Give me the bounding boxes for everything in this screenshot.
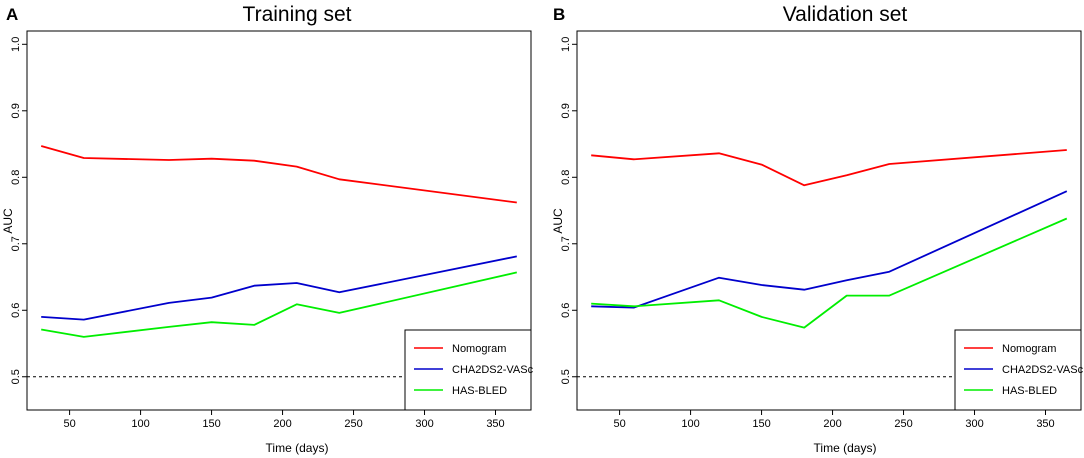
y-tick-label: 0.9: [560, 103, 572, 118]
panel-letter: A: [6, 5, 18, 24]
x-tick-label: 250: [894, 418, 912, 430]
x-tick-label: 150: [202, 418, 220, 430]
x-tick-label: 250: [344, 418, 362, 430]
series-line-has-bled: [41, 271, 518, 338]
y-tick-label: 0.8: [10, 170, 22, 185]
plot-frame: [576, 30, 1082, 411]
y-tick-label: 0.6: [10, 303, 22, 318]
legend-label: Nomogram: [1002, 343, 1056, 355]
y-tick-label: 0.8: [560, 170, 572, 185]
y-tick-label: 0.7: [560, 236, 572, 251]
legend-label: HAS-BLED: [1002, 385, 1057, 397]
legend-label: HAS-BLED: [452, 385, 507, 397]
y-axis-label: AUC: [551, 208, 565, 234]
series-line-nomogram: [40, 145, 517, 204]
legend-box: [404, 329, 532, 411]
y-tick-label: 0.5: [560, 369, 572, 384]
legend-label: Nomogram: [452, 343, 506, 355]
plot-frame: [26, 30, 532, 411]
legend-box: [954, 329, 1082, 411]
x-axis-label: Time (days): [814, 441, 877, 455]
y-tick-label: 1.0: [560, 37, 572, 52]
y-tick-label: 0.9: [10, 103, 22, 118]
x-tick-label: 50: [613, 418, 625, 430]
y-tick-label: 0.7: [10, 236, 22, 251]
x-tick-label: 300: [415, 418, 433, 430]
x-tick-label: 350: [486, 418, 504, 430]
x-tick-label: 50: [63, 418, 75, 430]
y-tick-label: 0.5: [10, 369, 22, 384]
series-line-nomogram: [591, 149, 1067, 187]
x-tick-label: 300: [965, 418, 983, 430]
x-tick-label: 200: [273, 418, 291, 430]
x-tick-label: 200: [823, 418, 841, 430]
y-tick-label: 0.6: [560, 303, 572, 318]
x-tick-label: 150: [752, 418, 770, 430]
series-line-has-bled: [591, 217, 1068, 329]
panel-validation: B Validation set Time (days) AUC 50 100 15…: [551, 3, 1084, 455]
x-tick-label: 100: [131, 418, 149, 430]
series-line-cha2ds2-vasc: [591, 190, 1068, 309]
legend-label: CHA2DS2-VASc: [452, 364, 534, 376]
x-axis-label: Time (days): [266, 441, 329, 455]
y-tick-label: 1.0: [10, 37, 22, 52]
legend-label: CHA2DS2-VASc: [1002, 364, 1084, 376]
series-line-cha2ds2-vasc: [41, 255, 517, 321]
chart-title: Validation set: [783, 3, 908, 26]
chart-title: Training set: [243, 3, 352, 26]
y-axis-label: AUC: [1, 208, 15, 234]
panel-training: A Training set Time (days) AUC 50 100 150 2…: [1, 3, 534, 455]
panel-letter: B: [553, 5, 565, 24]
x-tick-label: 100: [681, 418, 699, 430]
x-tick-label: 350: [1036, 418, 1054, 430]
